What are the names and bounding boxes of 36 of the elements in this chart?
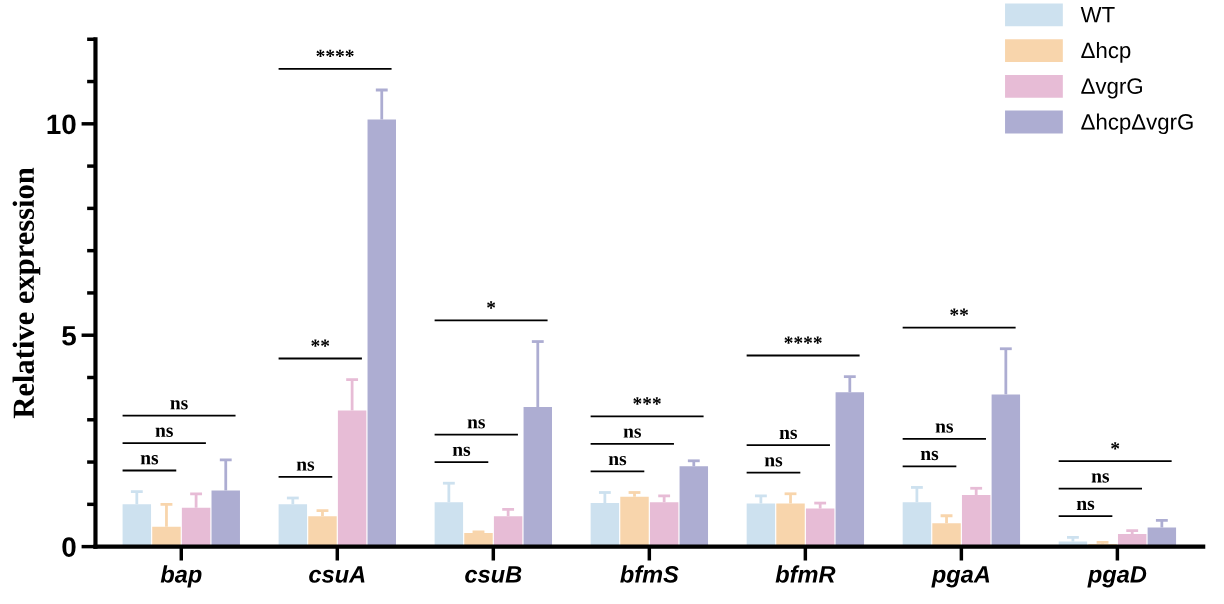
y-axis-title: Relative expression: [12, 167, 41, 419]
annotation: **: [950, 308, 969, 316]
annotation: ns: [779, 429, 798, 440]
y-tick-label: 10: [47, 114, 76, 135]
annotation: ****: [784, 336, 822, 344]
y-tick-label: 0: [62, 537, 76, 557]
annotation: ns: [155, 427, 173, 437]
annotation: ns: [467, 419, 485, 429]
annotation: ns: [935, 423, 954, 433]
legend-label: ΔhcpΔvgrG: [1081, 113, 1193, 135]
annotation: ***: [633, 397, 661, 405]
x-tick-label: bfmS: [620, 565, 679, 583]
annotation: ns: [140, 455, 159, 465]
legend-label: ΔvgrG: [1081, 78, 1142, 99]
x-tick-label: bap: [160, 565, 202, 588]
legend-label: WT: [1080, 7, 1115, 23]
annotation: ns: [452, 446, 471, 456]
annotation: *: [487, 301, 496, 309]
x-tick-label: bfmR: [775, 565, 836, 583]
annotation: *: [1111, 442, 1120, 450]
annotation: ns: [608, 455, 627, 466]
annotation: ns: [170, 400, 188, 410]
annotation: **: [311, 339, 330, 347]
x-tick-label: csuB: [465, 566, 522, 583]
x-tick-label: pgaA: [931, 566, 990, 588]
y-tick-label: 5: [62, 326, 76, 346]
annotation: ns: [764, 457, 783, 467]
annotation: ns: [920, 450, 939, 461]
legend-label: Δhcp: [1081, 41, 1131, 63]
annotation: ns: [623, 428, 641, 438]
x-tick-label: pgaD: [1087, 566, 1147, 588]
annotation: ns: [296, 461, 315, 471]
annotation: ns: [1076, 500, 1095, 511]
annotation: ns: [1091, 473, 1110, 483]
x-tick-label: csuA: [309, 566, 365, 583]
annotation: ****: [316, 49, 354, 58]
